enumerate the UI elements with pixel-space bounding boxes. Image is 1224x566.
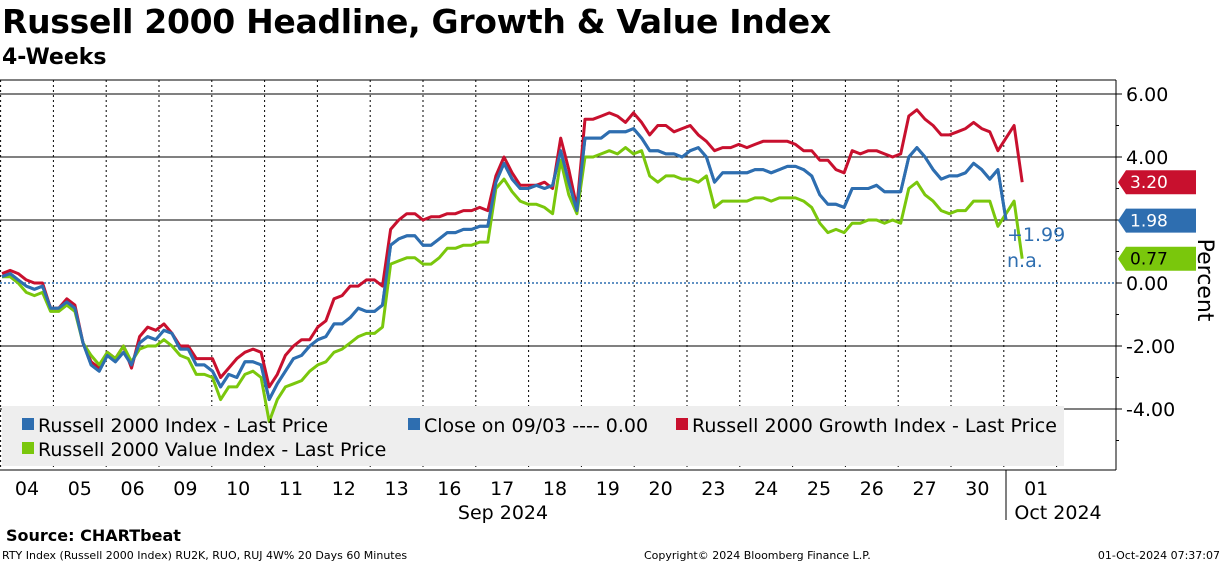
legend-label: Russell 2000 Index - Last Price bbox=[38, 415, 328, 437]
x-tick-label: 05 bbox=[68, 478, 92, 500]
x-tick-label: 09 bbox=[173, 478, 197, 500]
x-tick-label: 04 bbox=[15, 478, 39, 500]
y-tick-label: 6.00 bbox=[1126, 84, 1168, 106]
x-tick-label: 26 bbox=[860, 478, 884, 500]
x-tick-label: 17 bbox=[490, 478, 514, 500]
close-change-label: +1.99 bbox=[1007, 224, 1065, 246]
x-tick-label: 25 bbox=[807, 478, 831, 500]
chart-title: Russell 2000 Headline, Growth & Value In… bbox=[2, 2, 831, 41]
source-note: Source: CHARTbeat bbox=[6, 526, 181, 545]
y-tick-label: 0.00 bbox=[1126, 273, 1168, 295]
y-tick-label: 4.00 bbox=[1126, 147, 1168, 169]
value-last-value-tag bbox=[1118, 246, 1196, 271]
footer-security-info: RTY Index (Russell 2000 Index) RU2K, RUO… bbox=[2, 549, 408, 562]
series-line-0 bbox=[1, 127, 1008, 402]
y-axis-title: Percent bbox=[1192, 239, 1217, 322]
footer-timestamp: 01-Oct-2024 07:37:07 bbox=[1097, 549, 1220, 562]
x-tick-label: 12 bbox=[332, 478, 356, 500]
x-tick-label: 16 bbox=[437, 478, 461, 500]
legend-swatch bbox=[22, 442, 34, 454]
x-tick-label: 23 bbox=[701, 478, 725, 500]
x-tick-label: 30 bbox=[965, 478, 989, 500]
y-tick-label: -4.00 bbox=[1126, 399, 1175, 421]
chart-subtitle: 4-Weeks bbox=[2, 45, 107, 70]
growth-last-value-tag-label: 3.20 bbox=[1130, 173, 1168, 193]
x-tick-label: 13 bbox=[385, 478, 409, 500]
x-tick-label: 20 bbox=[649, 478, 673, 500]
x-tick-label: 18 bbox=[543, 478, 567, 500]
x-tick-label: 24 bbox=[754, 478, 778, 500]
legend-label: Close on 09/03 ---- 0.00 bbox=[424, 415, 648, 437]
x-tick-label: 27 bbox=[913, 478, 937, 500]
legend-label: Russell 2000 Growth Index - Last Price bbox=[692, 415, 1057, 437]
na-label: n.a. bbox=[1007, 250, 1043, 272]
y-tick-label: -2.00 bbox=[1126, 336, 1175, 358]
x-tick-label: 06 bbox=[121, 478, 145, 500]
headline-last-value-tag-label: 1.98 bbox=[1130, 212, 1168, 232]
x-month-label: Oct 2024 bbox=[1014, 502, 1101, 524]
legend-swatch bbox=[676, 418, 688, 430]
growth-last-value-tag bbox=[1118, 170, 1196, 195]
legend-label: Russell 2000 Value Index - Last Price bbox=[38, 439, 386, 461]
legend-swatch bbox=[22, 418, 34, 430]
x-tick-label: 10 bbox=[226, 478, 250, 500]
series-line-3 bbox=[2, 146, 1024, 424]
legend-swatch bbox=[408, 418, 420, 430]
headline-last-value-tag bbox=[1118, 208, 1196, 233]
x-tick-label: 19 bbox=[596, 478, 620, 500]
legend-background bbox=[2, 406, 1064, 466]
series-line-headline bbox=[1, 127, 1008, 402]
x-tick-label: 11 bbox=[279, 478, 303, 500]
x-tick-label: 01 bbox=[1024, 478, 1048, 500]
value-last-value-tag-label: 0.77 bbox=[1130, 250, 1168, 270]
x-month-label: Sep 2024 bbox=[458, 502, 548, 524]
footer-copyright: Copyright© 2024 Bloomberg Finance L.P. bbox=[644, 549, 871, 562]
